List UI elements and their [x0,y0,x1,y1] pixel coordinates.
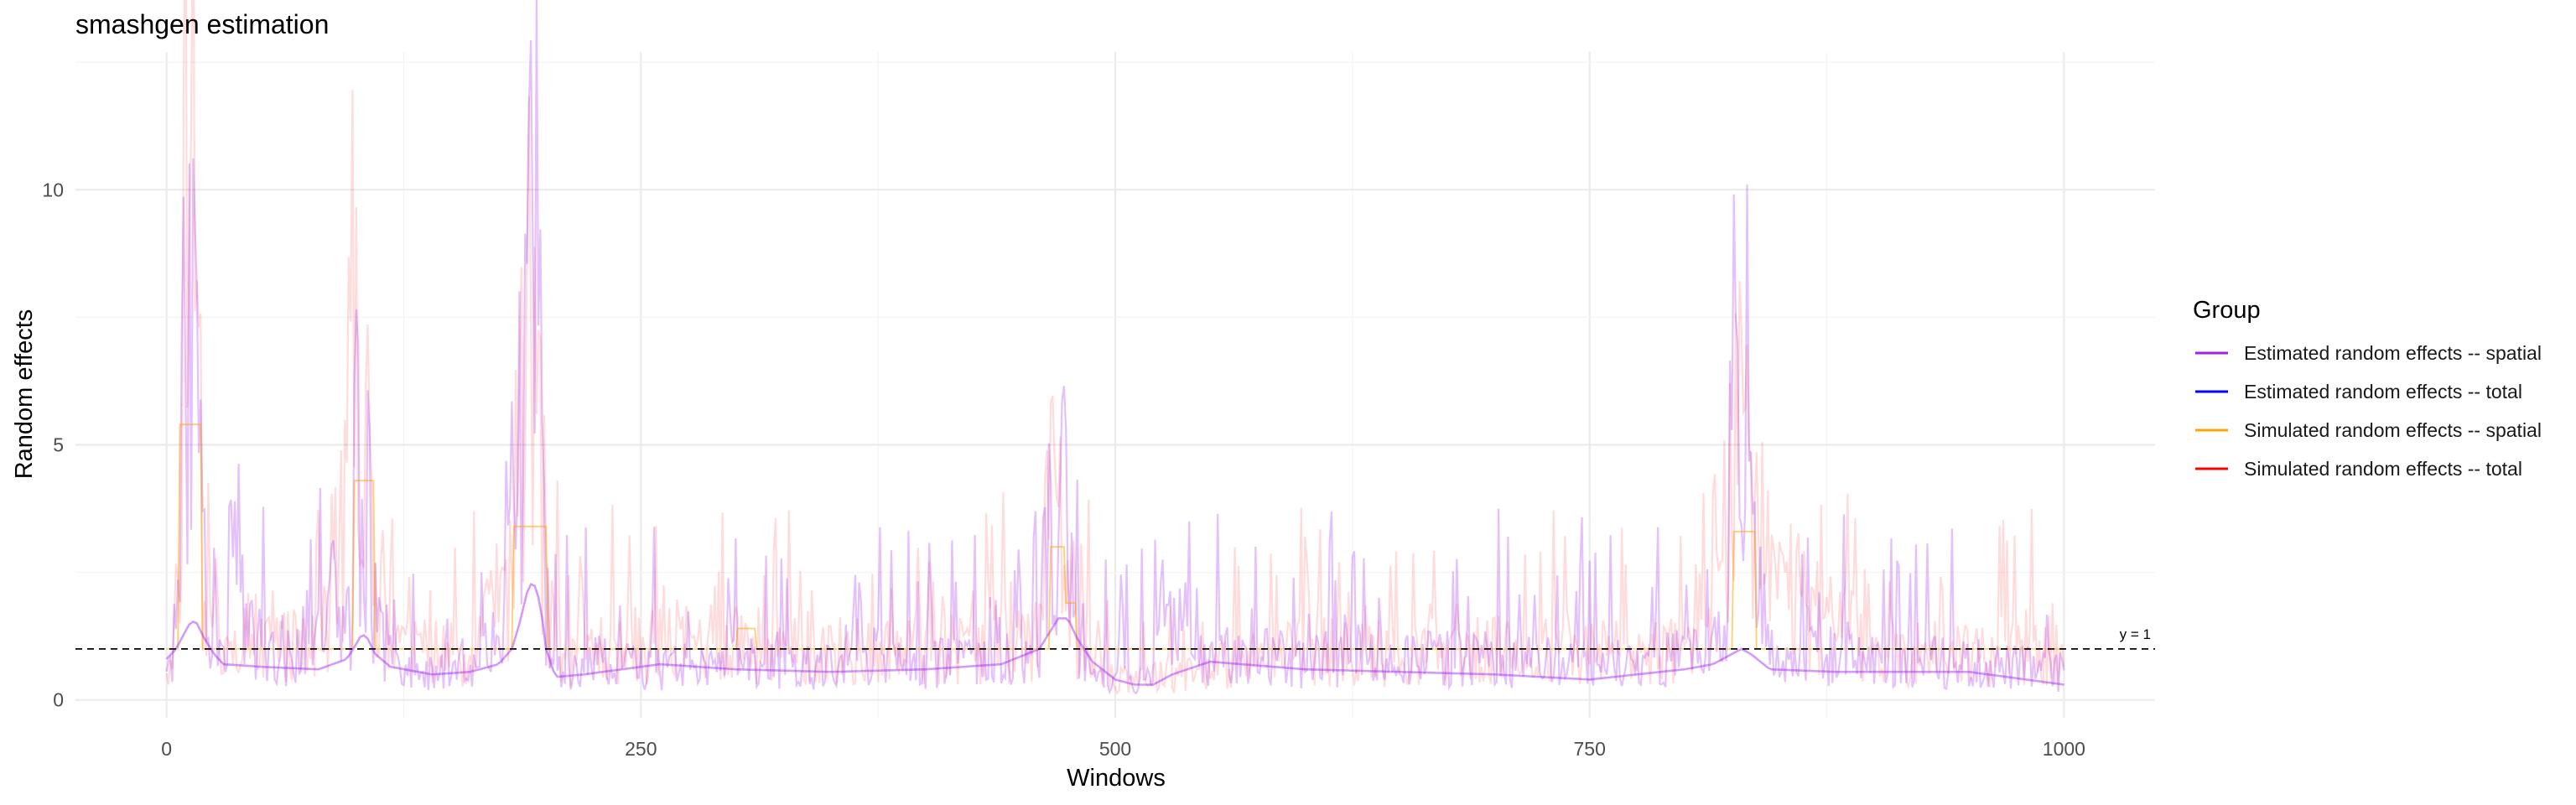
legend-label: Estimated random effects -- spatial [2244,342,2542,364]
legend-title: Group [2193,297,2261,324]
y-tick-label: 10 [42,179,64,200]
reference-line-layer: y = 1 [75,626,2155,650]
series-estimated-spatial [165,0,2065,695]
x-tick-label: 0 [161,738,172,760]
legend-label: Simulated random effects -- total [2244,458,2522,480]
y-tick-label: 5 [53,434,64,455]
grid [75,52,2155,718]
x-tick-label: 750 [1574,738,1606,760]
series-simulated-total [165,0,2065,695]
series-layer [165,0,2065,695]
x-tick-label: 500 [1099,738,1131,760]
tick-labels: 0 250 500 750 1000 0 5 10 [42,179,2085,760]
legend-label: Estimated random effects -- total [2244,381,2522,402]
y-axis-title: Random effects [11,309,38,480]
series-estimated-spatial-smooth [165,583,2064,686]
legend-label: Simulated random effects -- spatial [2244,419,2542,441]
x-axis-title: Windows [1067,765,1166,792]
reference-line-label: y = 1 [2120,626,2151,642]
chart-title: smashgen estimation [75,9,329,39]
legend: Group Estimated random effects -- spatia… [2193,297,2542,480]
y-tick-label: 0 [53,689,64,711]
x-tick-label: 1000 [2043,738,2085,760]
x-tick-label: 250 [625,738,657,760]
